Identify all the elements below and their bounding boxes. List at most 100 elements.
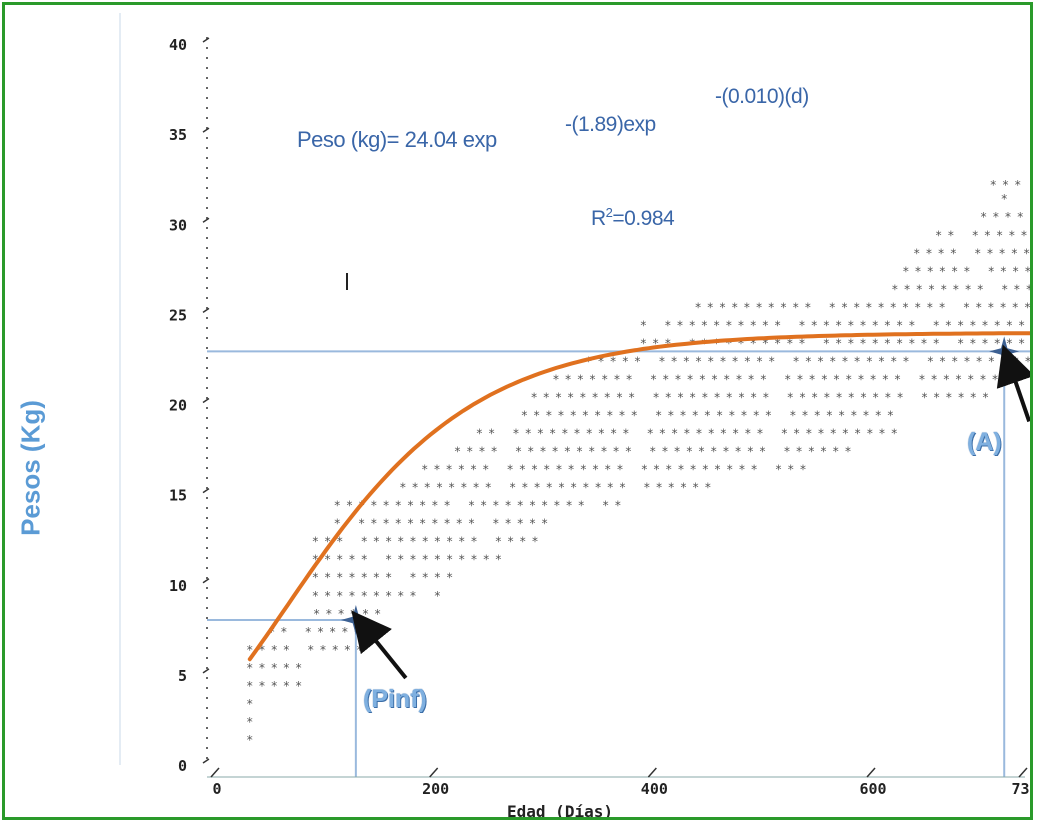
scatter-point: * <box>823 390 830 404</box>
scatter-point: * <box>283 661 290 675</box>
scatter-point: * <box>716 409 723 423</box>
scatter-point: * <box>546 481 553 495</box>
scatter-point: * <box>982 390 989 404</box>
scatter-point: * <box>610 427 617 441</box>
scatter-point: * <box>928 282 935 296</box>
scatter-point: * <box>902 354 909 368</box>
scatter-point: * <box>525 427 532 441</box>
scatter-point: * <box>722 445 729 459</box>
scatter-point: * <box>631 409 638 423</box>
x-tick-mark <box>867 768 875 777</box>
scatter-point: * <box>421 463 428 477</box>
scatter-point: * <box>519 463 526 477</box>
scatter-point: * <box>823 336 830 350</box>
scatter-point: * <box>658 354 665 368</box>
scatter-point: * <box>719 300 726 314</box>
scatter-point: * <box>887 409 894 423</box>
scatter-point: * <box>659 427 666 441</box>
scatter-point: * <box>710 445 717 459</box>
scatter-point: * <box>698 445 705 459</box>
scatter-point: * <box>986 246 993 260</box>
scatter-point: * <box>652 390 659 404</box>
scatter-point: * <box>325 607 332 621</box>
scatter-point: * <box>361 589 368 603</box>
scatter-point: * <box>817 354 824 368</box>
scatter-point: * <box>419 517 426 531</box>
scatter-point: * <box>665 463 672 477</box>
scatter-point: * <box>434 535 441 549</box>
scatter-point: * <box>768 354 775 368</box>
scatter-point: * <box>925 246 932 260</box>
scatter-point: * <box>914 264 921 278</box>
scatter-point: * <box>683 427 690 441</box>
scatter-point: * <box>395 499 402 513</box>
scatter-point: * <box>458 535 465 549</box>
scatter-point: * <box>578 499 585 513</box>
scatter-point: * <box>835 318 842 332</box>
scatter-point: * <box>988 354 995 368</box>
scatter-point: * <box>1024 354 1031 368</box>
scatter-point: * <box>896 336 903 350</box>
scatter-point: * <box>1012 354 1019 368</box>
scatter-point: * <box>667 409 674 423</box>
scatter-point: * <box>604 390 611 404</box>
scatter-point: * <box>446 553 453 567</box>
scatter-point: * <box>361 553 368 567</box>
scatter-point: * <box>732 427 739 441</box>
scatter-point: * <box>668 481 675 495</box>
scatter-point: * <box>397 589 404 603</box>
scatter-point: * <box>341 625 348 639</box>
scatter-point: * <box>799 463 806 477</box>
scatter-point: * <box>409 589 416 603</box>
scatter-point: * <box>992 210 999 224</box>
y-axis-title: Pesos (Kg) <box>16 400 47 536</box>
scatter-point: * <box>312 571 319 585</box>
scatter-point: * <box>1018 336 1025 350</box>
scatter-point: * <box>576 445 583 459</box>
scatter-point: * <box>553 499 560 513</box>
scatter-point: * <box>804 300 811 314</box>
y-tick-label: 20 <box>169 397 187 415</box>
scatter-point: * <box>507 535 514 549</box>
scatter-point: * <box>434 553 441 567</box>
scatter-point: * <box>927 264 934 278</box>
scatter-point: * <box>317 625 324 639</box>
scatter-point: * <box>622 427 629 441</box>
scatter-point: * <box>801 409 808 423</box>
scatter-point: * <box>370 499 377 513</box>
scatter-point: * <box>854 427 861 441</box>
scatter-point: * <box>336 589 343 603</box>
r-squared-value: =0.984 <box>612 207 674 230</box>
scatter-point: * <box>726 390 733 404</box>
scatter-point: * <box>872 318 879 332</box>
scatter-point: * <box>446 535 453 549</box>
scatter-point: * <box>591 390 598 404</box>
scatter-point: * <box>713 390 720 404</box>
scatter-point: * <box>805 427 812 441</box>
scatter-point: * <box>337 607 344 621</box>
scatter-point: * <box>845 372 852 386</box>
scatter-point: * <box>866 427 873 441</box>
scatter-point: * <box>750 318 757 332</box>
scatter-point: * <box>787 463 794 477</box>
scatter-point: * <box>443 517 450 531</box>
scatter-point: * <box>981 318 988 332</box>
scatter-point: * <box>817 427 824 441</box>
scatter-point: * <box>699 372 706 386</box>
scatter-point: * <box>650 372 657 386</box>
scatter-point: * <box>947 228 954 242</box>
scatter-point: * <box>680 481 687 495</box>
scatter-point: * <box>373 535 380 549</box>
equation-main: Peso (kg)= 24.04 exp <box>297 127 497 153</box>
scatter-point: * <box>586 427 593 441</box>
scatter-point: * <box>890 300 897 314</box>
scatter-point: * <box>747 445 754 459</box>
scatter-point: * <box>952 282 959 296</box>
scatter-point: * <box>792 300 799 314</box>
scatter-point: * <box>738 390 745 404</box>
y-tick-mark <box>203 399 209 403</box>
scatter-point: * <box>814 409 821 423</box>
scatter-point: * <box>811 318 818 332</box>
scatter-point: * <box>866 354 873 368</box>
scatter-point: * <box>431 517 438 531</box>
